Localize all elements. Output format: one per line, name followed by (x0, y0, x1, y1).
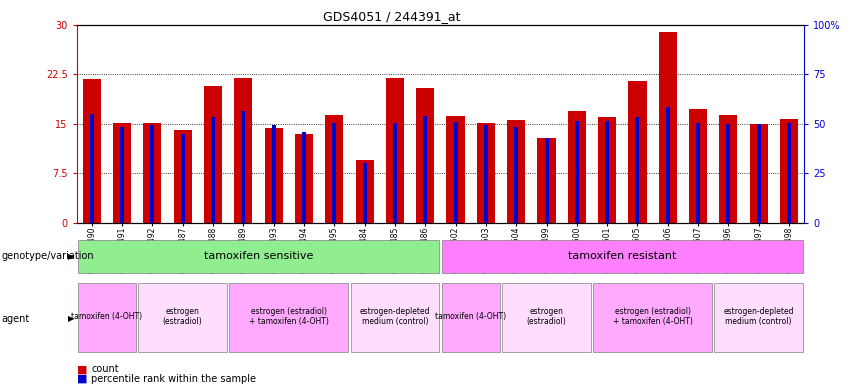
Bar (696, 122, 700, 223)
Bar (689, 109, 707, 223)
Bar (593, 283, 712, 352)
Text: estrogen
(estradiol): estrogen (estradiol) (163, 306, 203, 326)
Bar (447, 116, 465, 223)
Bar (139, 283, 227, 352)
Bar (230, 283, 348, 352)
Bar (302, 132, 306, 223)
Bar (242, 111, 245, 223)
Bar (454, 122, 458, 223)
Bar (719, 115, 738, 223)
Bar (113, 122, 131, 223)
Text: estrogen (estradiol)
+ tamoxifen (4-OHT): estrogen (estradiol) + tamoxifen (4-OHT) (248, 306, 328, 326)
Bar (174, 131, 191, 223)
Text: tamoxifen resistant: tamoxifen resistant (568, 251, 677, 261)
Bar (659, 31, 677, 223)
Text: estrogen
(estradiol): estrogen (estradiol) (527, 306, 567, 326)
Text: agent: agent (2, 314, 30, 324)
Bar (89, 114, 94, 223)
Bar (332, 122, 336, 223)
Bar (636, 117, 639, 223)
Bar (120, 127, 124, 223)
Bar (442, 240, 803, 273)
Bar (351, 283, 439, 352)
Bar (568, 111, 585, 223)
Bar (356, 160, 374, 223)
Bar (271, 125, 276, 223)
Bar (204, 86, 222, 223)
Bar (787, 122, 791, 223)
Bar (507, 120, 525, 223)
Bar (393, 122, 397, 223)
Text: ■: ■ (77, 374, 87, 384)
Bar (180, 134, 185, 223)
Bar (715, 283, 803, 352)
Text: tamoxifen sensitive: tamoxifen sensitive (203, 251, 313, 261)
Bar (211, 117, 215, 223)
Bar (143, 123, 162, 223)
Bar (574, 121, 579, 223)
Text: count: count (91, 364, 118, 374)
Bar (477, 122, 495, 223)
Bar (325, 115, 343, 223)
Bar (502, 283, 591, 352)
Text: tamoxifen (4-OHT): tamoxifen (4-OHT) (435, 312, 506, 321)
Bar (484, 125, 488, 223)
Text: ▶: ▶ (67, 314, 74, 323)
Bar (416, 88, 434, 223)
Bar (727, 124, 730, 223)
Text: percentile rank within the sample: percentile rank within the sample (91, 374, 256, 384)
Text: estrogen-depleted
medium (control): estrogen-depleted medium (control) (360, 306, 430, 326)
Bar (77, 240, 439, 273)
Text: genotype/variation: genotype/variation (2, 251, 94, 261)
Bar (234, 78, 253, 223)
Bar (780, 119, 798, 223)
Text: estrogen-depleted
medium (control): estrogen-depleted medium (control) (723, 306, 794, 326)
Bar (628, 81, 647, 223)
Bar (386, 78, 404, 223)
Text: ▶: ▶ (67, 252, 74, 261)
Bar (537, 138, 556, 223)
Bar (665, 108, 670, 223)
Text: estrogen (estradiol)
+ tamoxifen (4-OHT): estrogen (estradiol) + tamoxifen (4-OHT) (613, 306, 693, 326)
Bar (750, 124, 768, 223)
Bar (83, 79, 100, 223)
Bar (514, 127, 518, 223)
Bar (151, 125, 154, 223)
Bar (757, 124, 761, 223)
Bar (77, 283, 136, 352)
Bar (442, 283, 500, 352)
Bar (605, 121, 609, 223)
Text: ■: ■ (77, 364, 87, 374)
Bar (363, 164, 367, 223)
Bar (598, 117, 616, 223)
Bar (423, 116, 427, 223)
Bar (545, 138, 549, 223)
Bar (265, 129, 283, 223)
Text: GDS4051 / 244391_at: GDS4051 / 244391_at (323, 10, 461, 23)
Text: tamoxifen (4-OHT): tamoxifen (4-OHT) (71, 312, 142, 321)
Bar (294, 134, 313, 223)
